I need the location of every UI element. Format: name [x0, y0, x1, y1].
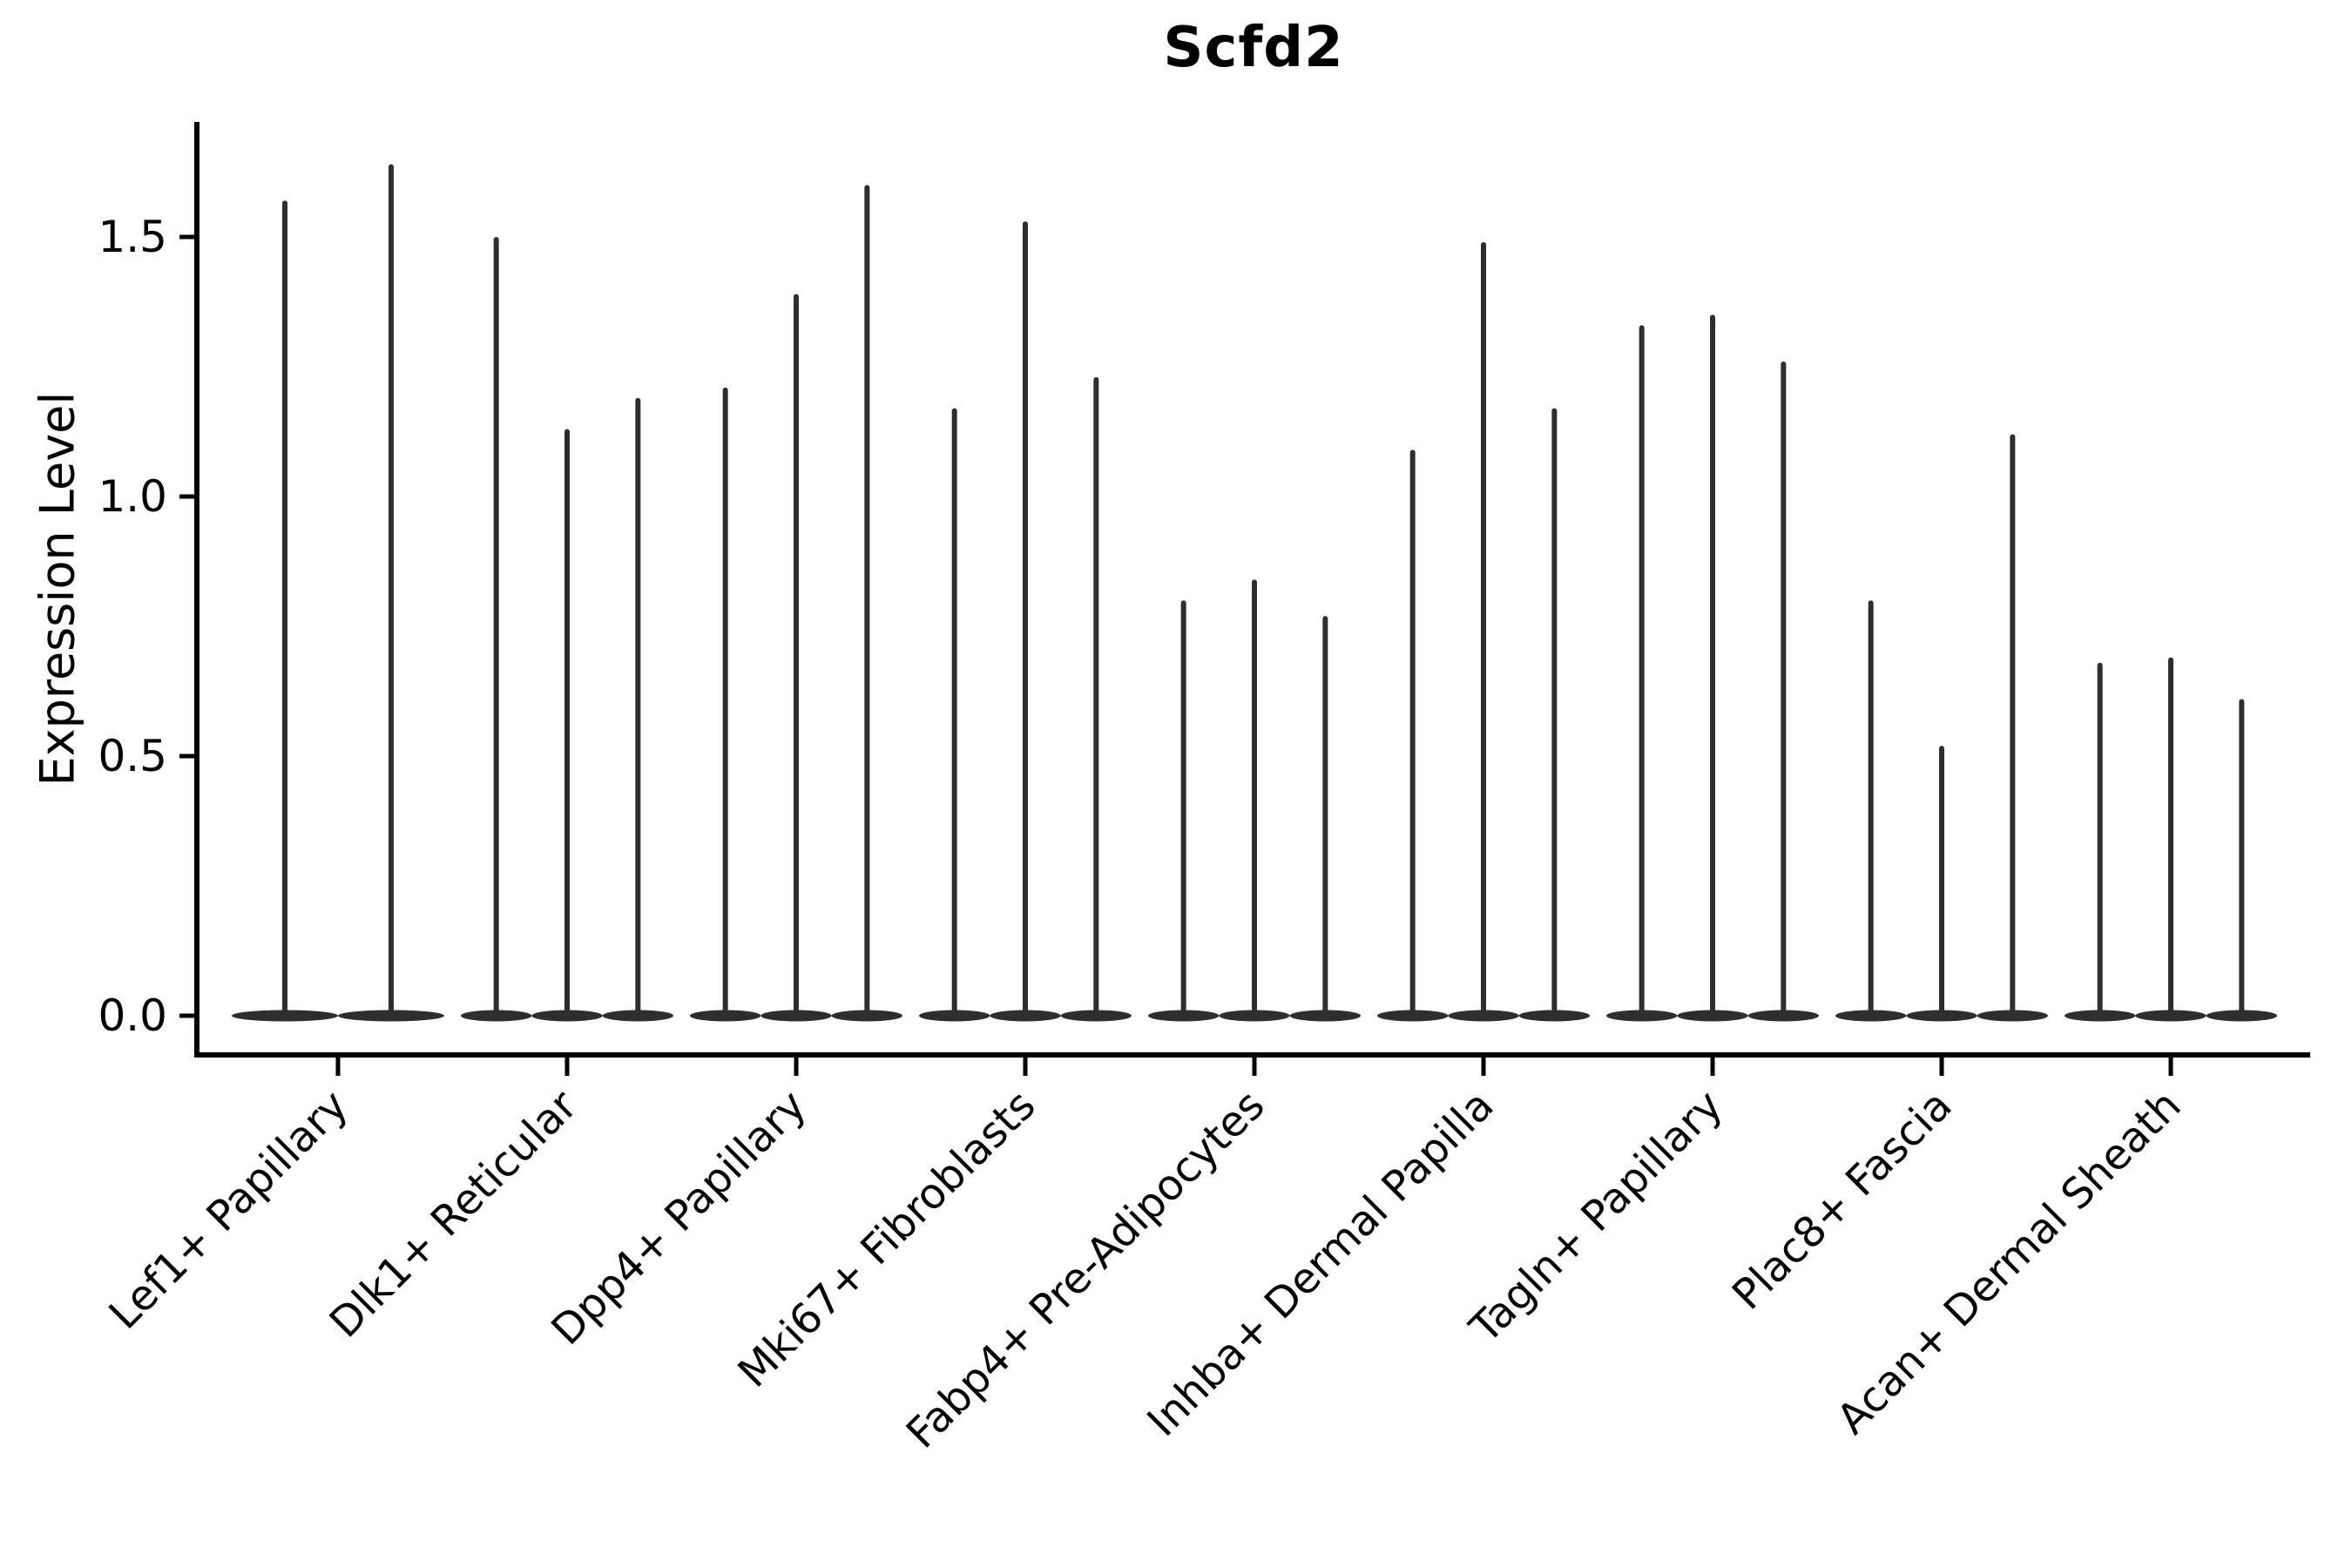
violin-spike — [493, 237, 499, 1016]
violin-spike — [2097, 662, 2103, 1016]
violin-spike — [1551, 408, 1558, 1016]
violin-spike — [1252, 579, 1257, 1016]
violin-spike — [1481, 241, 1486, 1017]
violin-spike — [635, 397, 641, 1016]
violin-base-lobe — [461, 1010, 532, 1022]
x-category-label: Tagln+ Papillary — [1460, 1081, 1732, 1353]
violin-base-lobe — [1835, 1010, 1907, 1022]
violin-spike — [1939, 746, 1944, 1016]
violin-base-lobe — [919, 1010, 990, 1022]
violin-spike — [2168, 657, 2173, 1016]
violin-base-lobe — [1518, 1010, 1591, 1022]
violin-spike — [1322, 616, 1328, 1016]
violin-spike — [1710, 314, 1715, 1016]
violin-spike — [1180, 600, 1186, 1016]
violin-spike — [389, 164, 394, 1016]
x-category-label: Plac8+ Fascia — [1723, 1081, 1962, 1320]
violin-base-lobe — [1289, 1010, 1362, 1022]
violin-spike — [2010, 434, 2016, 1017]
violin-base-lobe — [1606, 1010, 1678, 1022]
violin-base-lobe — [2065, 1010, 2136, 1022]
violin-spike — [1093, 376, 1099, 1016]
violin-spike — [864, 185, 870, 1016]
violin-base-lobe — [1148, 1010, 1220, 1022]
y-tick-label: 0.0 — [98, 990, 167, 1041]
y-tick-label: 1.5 — [98, 212, 167, 262]
violin-base-lobe — [1060, 1010, 1132, 1022]
violin-spike — [722, 387, 728, 1017]
violin-spike — [2239, 699, 2245, 1016]
violin-spike — [1023, 221, 1028, 1016]
violin-base-lobe — [1377, 1010, 1449, 1022]
violin-base-lobe — [2206, 1010, 2277, 1022]
x-category-label: Dpp4+ Papillary — [542, 1081, 815, 1355]
violin-spike — [1868, 600, 1874, 1016]
violin-base-lobe — [1977, 1010, 2048, 1022]
y-tick-label: 1.0 — [98, 471, 167, 522]
violin-spike — [1639, 325, 1645, 1016]
violin-spike — [564, 429, 570, 1016]
x-category-label: Lef1+ Papillary — [100, 1081, 358, 1339]
violin-base-lobe — [602, 1010, 673, 1022]
chart-title: Scfd2 — [1163, 16, 1344, 80]
x-category-label: Dlk1+ Reticular — [321, 1081, 587, 1348]
violin-spike — [282, 200, 287, 1016]
violin-base-lobe — [690, 1010, 761, 1022]
violin-spike — [794, 294, 799, 1016]
violin-spike — [951, 408, 957, 1016]
violin-spike — [1409, 449, 1416, 1016]
violin-spike — [1781, 362, 1787, 1016]
y-tick-label: 0.5 — [98, 731, 167, 781]
